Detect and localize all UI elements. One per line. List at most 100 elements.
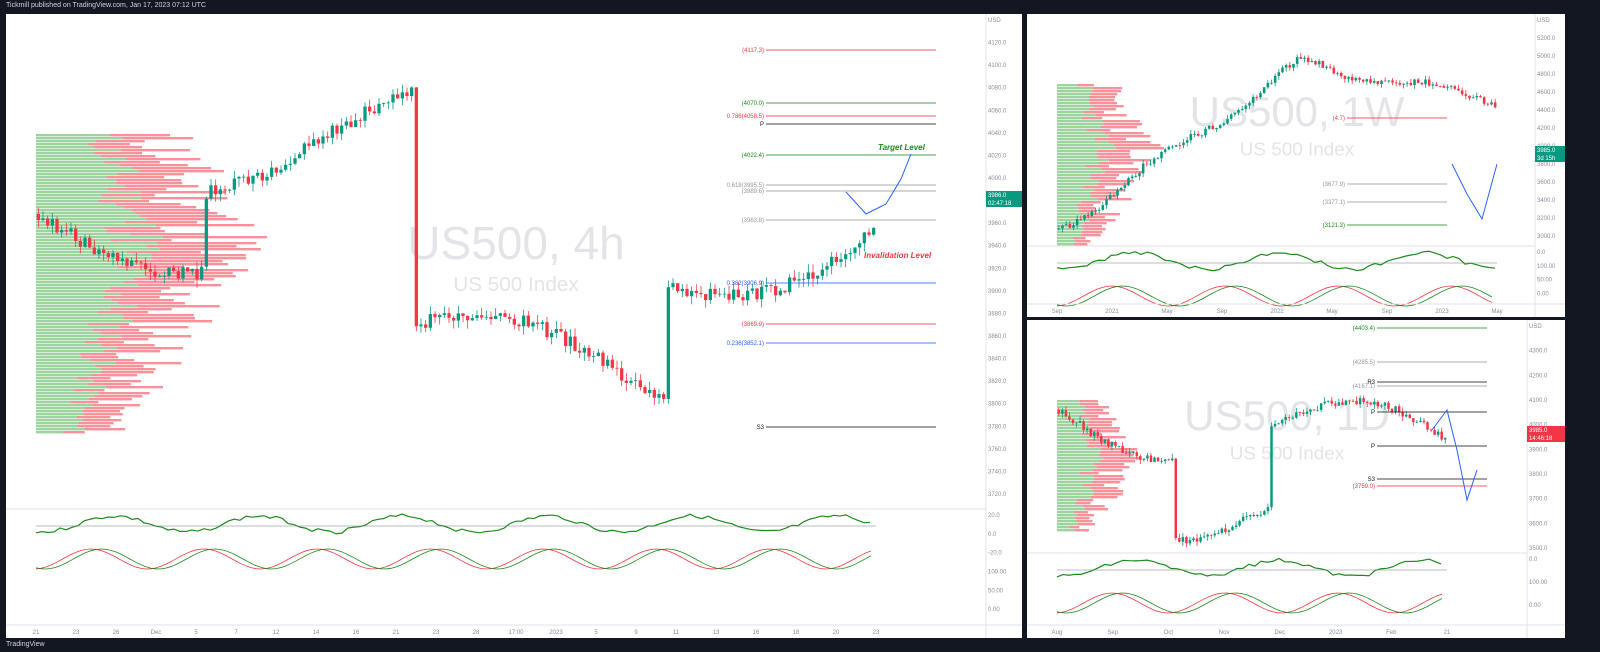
volume-profile-sell-bar: [1091, 213, 1120, 216]
volume-profile-buy-bar: [1057, 237, 1073, 240]
volume-profile-buy-bar: [1057, 436, 1095, 439]
volume-profile-buy-bar: [36, 296, 104, 299]
candle-body: [1244, 105, 1248, 109]
volume-profile-sell-bar: [134, 278, 215, 281]
chart-panel-1w[interactable]: US500, 1W US 500 Index (4.7) (3677.9) (3377.…: [1027, 14, 1565, 317]
volume-profile-buy-bar: [1057, 234, 1082, 237]
candle-body: [736, 289, 740, 298]
volume-profile-buy-bar: [36, 257, 152, 260]
volume-profile-sell-bar: [97, 338, 149, 341]
volume-profile-buy-bar: [36, 200, 99, 203]
candle-body: [1131, 452, 1135, 453]
volume-profile-buy-bar: [36, 392, 99, 395]
volume-profile-buy-bar: [36, 299, 112, 302]
candle-body: [130, 260, 134, 266]
volume-profile-sell-bar: [100, 332, 154, 335]
candle-body: [1090, 211, 1094, 217]
candle-body: [298, 154, 302, 159]
volume-profile-sell-bar: [1090, 195, 1119, 198]
candle-body: [461, 313, 465, 317]
volume-profile-buy-bar: [36, 185, 126, 188]
volume-profile-buy-bar: [36, 326, 120, 329]
candle-body: [713, 288, 717, 295]
volume-profile-buy-bar: [36, 239, 111, 242]
candle-body: [1167, 146, 1171, 150]
candle-body: [232, 178, 236, 190]
volume-profile-sell-bar: [90, 359, 135, 362]
candle-body: [396, 94, 400, 99]
y-tick-label: 3940.0: [988, 244, 1007, 250]
volume-profile-buy-bar: [36, 140, 96, 143]
volume-profile-sell-bar: [101, 155, 156, 158]
candle-body: [638, 380, 642, 388]
x-tick-label: 11: [673, 630, 680, 636]
y-tick-label: 3800.0: [1529, 472, 1548, 478]
candle-body: [97, 249, 101, 255]
volume-profile-buy-bar: [36, 275, 146, 278]
candle-body: [1397, 406, 1401, 413]
volume-profile-buy-bar: [1057, 475, 1094, 478]
volume-profile-buy-bar: [36, 227, 105, 230]
volume-profile-buy-bar: [36, 332, 101, 335]
candle-body: [867, 232, 871, 235]
candle-body: [470, 318, 474, 321]
candle-body: [1295, 57, 1299, 64]
volume-profile-sell-bar: [119, 164, 188, 167]
volume-profile-buy-bar: [1057, 409, 1083, 412]
candle-body: [1130, 176, 1134, 179]
x-tick-label: 23: [73, 630, 80, 636]
candle-body: [1167, 459, 1170, 461]
candle-body: [55, 218, 59, 233]
candle-body: [601, 352, 605, 366]
candle-body: [1453, 86, 1457, 89]
volume-profile-buy-bar: [1057, 487, 1091, 490]
candle-body: [1218, 125, 1222, 129]
x-tick-label: Aug: [1052, 630, 1063, 636]
volume-profile-buy-bar: [1057, 195, 1091, 198]
volume-profile-sell-bar: [1078, 207, 1096, 210]
volume-profile-buy-bar: [36, 368, 102, 371]
volume-profile-buy-bar: [36, 317, 124, 320]
candle-body: [1347, 76, 1350, 79]
candle-body: [1372, 81, 1376, 83]
volume-profile-sell-bar: [115, 179, 182, 182]
volume-profile-sell-bar: [1094, 478, 1125, 481]
chart-panel-4h[interactable]: US500, 4h US 500 Index (4117.3) (4070.0) 0.7…: [6, 14, 1022, 638]
candle-body: [1068, 416, 1071, 420]
volume-profile-buy-bar: [36, 278, 135, 281]
volume-profile-sell-bar: [1079, 472, 1099, 475]
volume-profile-sell-bar: [1081, 231, 1103, 234]
candle-body: [1241, 516, 1245, 521]
volume-profile-buy-bar: [1057, 126, 1101, 129]
volume-profile-buy-bar: [36, 290, 105, 293]
volume-profile-sell-bar: [116, 347, 183, 350]
volume-profile-sell-bar: [104, 350, 161, 353]
volume-profile-sell-bar: [123, 317, 195, 320]
stoch-k-line: [1056, 285, 1493, 307]
candle-body: [764, 285, 768, 287]
candle-body: [354, 120, 358, 128]
y-tick-label: 3780.0: [988, 424, 1007, 430]
volume-profile-sell-bar: [1100, 126, 1137, 129]
volume-profile-buy-bar: [1057, 108, 1090, 111]
volume-profile-sell-bar: [1088, 99, 1115, 102]
candle-body: [718, 293, 722, 295]
chart-panel-1d[interactable]: US500, 1D US 500 Index (4403.4) (4285.5) (41…: [1027, 320, 1565, 638]
volume-profile-sell-bar: [94, 146, 142, 149]
candle-body: [1262, 87, 1266, 94]
level-label: (3869.9): [742, 322, 764, 328]
volume-profile-buy-bar: [36, 215, 141, 218]
volume-profile-sell-bar: [120, 293, 190, 296]
candle-body: [1195, 538, 1199, 542]
volume-profile-buy-bar: [1057, 162, 1100, 165]
candle-body: [1255, 96, 1259, 98]
volume-profile-buy-bar: [1057, 138, 1095, 141]
candle-body: [629, 380, 633, 383]
candle-body: [1171, 146, 1174, 148]
candle-body: [265, 176, 269, 181]
candle-body: [536, 322, 540, 324]
candle-body: [592, 356, 596, 357]
oscillator-line: [35, 513, 871, 535]
candle-body: [1351, 400, 1355, 402]
candle-body: [60, 230, 64, 233]
